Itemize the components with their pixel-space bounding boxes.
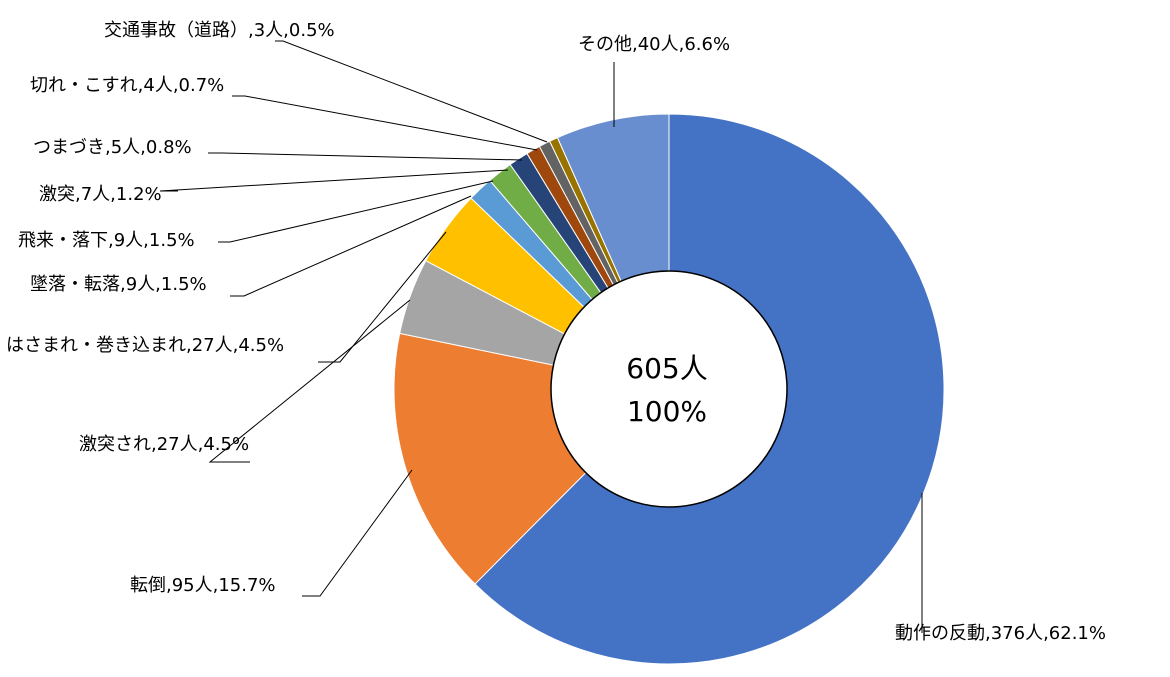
leader-line-2: [302, 469, 413, 597]
donut-hole: [550, 270, 788, 508]
slice-label-2: 転倒,95人,15.7%: [130, 575, 276, 596]
leader-line-5: [230, 195, 472, 297]
center-total-count: 605人: [626, 352, 707, 385]
leader-line-8: [208, 152, 523, 161]
slice-label-11: その他,40人,6.6%: [578, 34, 730, 55]
leader-line-10: [275, 40, 548, 143]
slice-label-1: 動作の反動,376人,62.1%: [895, 623, 1106, 644]
label-leader-lines: [159, 40, 923, 633]
slice-label-8: つまづき,5人,0.8%: [33, 137, 192, 158]
slice-label-9: 切れ・こすれ,4人,0.7%: [30, 75, 224, 96]
leader-line-4: [318, 231, 447, 363]
slice-label-10: 交通事故（道路）,3人,0.5%: [104, 20, 335, 41]
leader-line-6: [218, 180, 494, 243]
slice-label-5: 墜落・転落,9人,1.5%: [30, 274, 207, 295]
slice-label-6: 飛来・落下,9人,1.5%: [18, 230, 195, 251]
leader-line-9: [232, 95, 538, 151]
chart-labels: 動作の反動,376人,62.1% 転倒,95人,15.7% 激突され,27人,4.5…: [6, 20, 1106, 644]
leader-line-3: [208, 299, 411, 463]
slice-label-7: 激突,7人,1.2%: [39, 184, 162, 205]
center-total-percent: 100%: [627, 395, 707, 428]
leader-line-7: [159, 169, 509, 192]
slice-label-3: 激突され,27人,4.5%: [79, 434, 249, 455]
slice-label-4: はさまれ・巻き込まれ,27人,4.5%: [6, 335, 284, 356]
